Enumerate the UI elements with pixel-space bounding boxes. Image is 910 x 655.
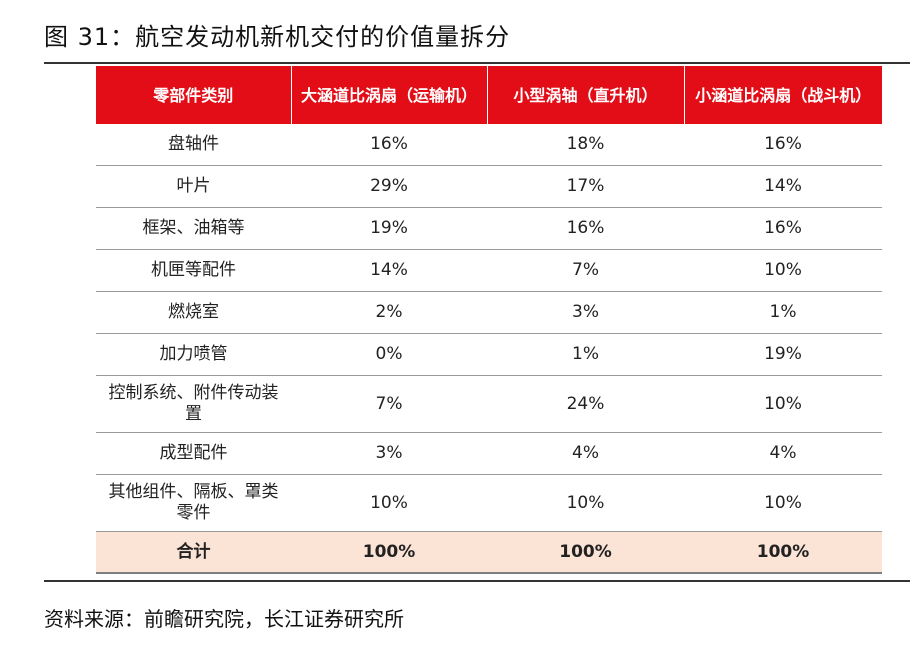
total-value: 100%	[684, 531, 882, 574]
header-component-category: 零部件类别	[96, 66, 291, 124]
row-label: 加力喷管	[96, 333, 291, 376]
row-label: 盘轴件	[96, 124, 291, 166]
cell-value: 4%	[684, 432, 882, 475]
table-row: 盘轴件 16% 18% 16%	[96, 124, 882, 166]
cell-value: 10%	[684, 375, 882, 433]
table-row: 机匣等配件 14% 7% 10%	[96, 249, 882, 292]
table-header: 零部件类别 大涵道比涡扇（运输机） 小型涡轴（直升机） 小涵道比涡扇（战斗机）	[96, 66, 882, 124]
total-value: 100%	[487, 531, 684, 574]
cell-value: 17%	[487, 165, 684, 208]
cell-value: 10%	[487, 474, 684, 532]
cell-value: 16%	[684, 124, 882, 166]
row-label: 叶片	[96, 165, 291, 208]
cell-value: 16%	[291, 124, 487, 166]
cell-value: 10%	[684, 474, 882, 532]
table-body: 盘轴件 16% 18% 16% 叶片 29% 17% 14% 框架、油箱等 19…	[96, 124, 882, 574]
total-row: 合计 100% 100% 100%	[96, 531, 882, 574]
header-row: 零部件类别 大涵道比涡扇（运输机） 小型涡轴（直升机） 小涵道比涡扇（战斗机）	[96, 66, 882, 124]
table-row: 控制系统、附件传动装置 7% 24% 10%	[96, 375, 882, 433]
cell-value: 29%	[291, 165, 487, 208]
bottom-rule	[44, 580, 910, 582]
top-rule	[44, 62, 910, 64]
value-breakdown-table: 零部件类别 大涵道比涡扇（运输机） 小型涡轴（直升机） 小涵道比涡扇（战斗机） …	[96, 66, 882, 574]
total-label: 合计	[96, 531, 291, 574]
cell-value: 3%	[291, 432, 487, 475]
header-high-bypass-turbofan: 大涵道比涡扇（运输机）	[290, 66, 487, 124]
cell-value: 3%	[487, 291, 684, 334]
header-small-turboshaft: 小型涡轴（直升机）	[486, 66, 684, 124]
cell-value: 2%	[291, 291, 487, 334]
cell-value: 1%	[684, 291, 882, 334]
row-label: 控制系统、附件传动装置	[96, 375, 291, 433]
cell-value: 18%	[487, 124, 684, 166]
source-note: 资料来源：前瞻研究院，长江证券研究所	[44, 607, 404, 631]
table-row: 燃烧室 2% 3% 1%	[96, 291, 882, 334]
row-label: 机匣等配件	[96, 249, 291, 292]
cell-value: 19%	[291, 207, 487, 250]
total-value: 100%	[291, 531, 487, 574]
row-label: 其他组件、隔板、罩类零件	[96, 474, 291, 532]
header-low-bypass-turbofan: 小涵道比涡扇（战斗机）	[683, 66, 882, 124]
cell-value: 10%	[291, 474, 487, 532]
table-row: 其他组件、隔板、罩类零件 10% 10% 10%	[96, 474, 882, 532]
cell-value: 14%	[291, 249, 487, 292]
cell-value: 24%	[487, 375, 684, 433]
cell-value: 16%	[487, 207, 684, 250]
cell-value: 7%	[291, 375, 487, 433]
cell-value: 14%	[684, 165, 882, 208]
row-label: 燃烧室	[96, 291, 291, 334]
cell-value: 7%	[487, 249, 684, 292]
cell-value: 0%	[291, 333, 487, 376]
table-row: 成型配件 3% 4% 4%	[96, 432, 882, 475]
table-row: 叶片 29% 17% 14%	[96, 165, 882, 208]
cell-value: 10%	[684, 249, 882, 292]
cell-value: 1%	[487, 333, 684, 376]
cell-value: 19%	[684, 333, 882, 376]
row-label: 成型配件	[96, 432, 291, 475]
figure-title: 图 31：航空发动机新机交付的价值量拆分	[44, 23, 511, 51]
cell-value: 16%	[684, 207, 882, 250]
row-label: 框架、油箱等	[96, 207, 291, 250]
cell-value: 4%	[487, 432, 684, 475]
table-row: 框架、油箱等 19% 16% 16%	[96, 207, 882, 250]
table-row: 加力喷管 0% 1% 19%	[96, 333, 882, 376]
